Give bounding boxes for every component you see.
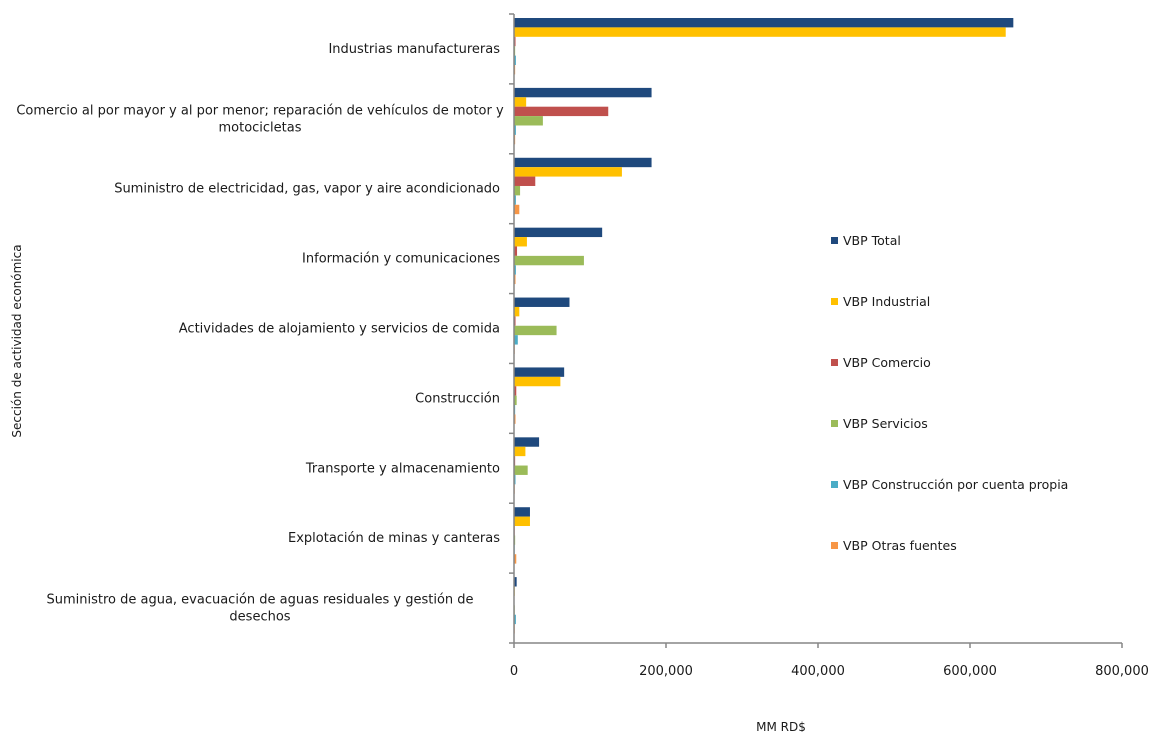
bar-5-4	[514, 265, 516, 275]
y-axis-title: Sección de actividad económica	[10, 244, 24, 437]
bar-2-7	[514, 446, 526, 457]
category-label-line: desechos	[229, 610, 290, 625]
x-tick-label: 600,000	[943, 664, 997, 679]
legend-label-2: VBP Industrial	[843, 294, 930, 309]
category-label-1: Industrias manufactureras	[328, 42, 500, 57]
category-label-line: Suministro de electricidad, gas, vapor y…	[114, 182, 500, 197]
bar-5-9	[514, 614, 516, 625]
bar-1-2	[514, 87, 652, 98]
bar-5-3	[514, 195, 516, 205]
legend-label-4: VBP Servicios	[843, 416, 928, 431]
bar-1-1	[514, 18, 1014, 28]
x-tick-label: 200,000	[639, 664, 693, 679]
legend-label-1: VBP Total	[843, 233, 901, 248]
bar-3-5	[514, 316, 516, 326]
bar-4-2	[514, 116, 543, 126]
bar-2-5	[514, 306, 520, 317]
bar-1-9	[514, 577, 517, 587]
bar-4-4	[514, 255, 584, 266]
bar-1-8	[514, 507, 530, 517]
bar-6-8	[514, 554, 517, 564]
category-labels: Industrias manufactureras Comercio al por…	[16, 42, 504, 625]
category-label-8: Explotación de minas y canteras	[288, 531, 500, 546]
legend-swatch-1	[831, 237, 838, 244]
bar-4-6	[514, 395, 517, 406]
legend-label-5: VBP Construcción por cuenta propia	[843, 477, 1068, 492]
bar-6-4	[514, 274, 516, 285]
bar-6-6	[514, 414, 516, 424]
category-label-line: Comercio al por mayor y al por menor; re…	[16, 103, 504, 118]
category-label-line: motocicletas	[218, 120, 301, 135]
category-label-line: Industrias manufactureras	[328, 42, 500, 57]
category-label-4: Información y comunicaciones	[302, 252, 500, 267]
bar-1-5	[514, 297, 570, 307]
x-axis-title: MM RD$	[756, 720, 806, 732]
x-tick-label: 800,000	[1095, 664, 1149, 679]
bar-2-3	[514, 167, 622, 177]
bar-3-6	[514, 386, 517, 396]
category-label-line: Explotación de minas y canteras	[288, 531, 500, 546]
category-label-5: Actividades de alojamiento y servicios d…	[179, 322, 500, 337]
bar-1-4	[514, 227, 603, 238]
legend-swatch-2	[831, 298, 838, 305]
category-label-line: Transporte y almacenamiento	[305, 461, 500, 476]
x-tick-label: 0	[510, 664, 518, 679]
bar-5-2	[514, 125, 516, 135]
category-label-line: Actividades de alojamiento y servicios d…	[179, 322, 500, 337]
bar-4-5	[514, 325, 557, 336]
category-label-line: Suministro de agua, evacuación de aguas …	[46, 593, 473, 608]
axes-group	[509, 13, 1123, 648]
category-label-2: Comercio al por mayor y al por menor; re…	[16, 103, 504, 135]
bar-3-2	[514, 106, 609, 117]
bar-3-4	[514, 246, 518, 256]
bars-group	[514, 18, 1014, 634]
category-label-line: Información y comunicaciones	[302, 252, 500, 267]
category-label-9: Suministro de agua, evacuación de aguas …	[46, 593, 473, 625]
bar-1-3	[514, 157, 652, 168]
bar-3-1	[514, 36, 516, 47]
bar-4-3	[514, 185, 521, 196]
legend-swatch-4	[831, 420, 838, 427]
bar-5-1	[514, 55, 516, 65]
bar-6-3	[514, 204, 520, 215]
bar-5-7	[514, 474, 516, 485]
legend-swatch-5	[831, 481, 838, 488]
legend-label-3: VBP Comercio	[843, 355, 931, 370]
bar-2-6	[514, 376, 561, 387]
category-label-6: Construcción	[415, 391, 500, 406]
category-label-line: Construcción	[415, 391, 500, 406]
bar-2-1	[514, 27, 1006, 37]
x-tick-labels: 0 200,000 400,000 600,000 800,000	[510, 664, 1149, 679]
legend-swatch-3	[831, 359, 838, 366]
legend-label-6: VBP Otras fuentes	[843, 538, 957, 553]
category-label-7: Transporte y almacenamiento	[305, 461, 500, 476]
legend: VBP Total VBP Industrial VBP Comercio VBP S…	[831, 233, 1068, 553]
bar-1-7	[514, 437, 540, 447]
x-tick-label: 400,000	[791, 664, 845, 679]
bar-4-7	[514, 465, 528, 475]
bar-2-4	[514, 237, 527, 247]
bar-3-3	[514, 176, 536, 186]
bar-1-6	[514, 367, 565, 377]
bar-2-2	[514, 97, 527, 107]
category-label-3: Suministro de electricidad, gas, vapor y…	[114, 182, 500, 197]
bar-5-5	[514, 335, 518, 345]
legend-swatch-6	[831, 542, 838, 549]
bar-2-8	[514, 516, 530, 527]
